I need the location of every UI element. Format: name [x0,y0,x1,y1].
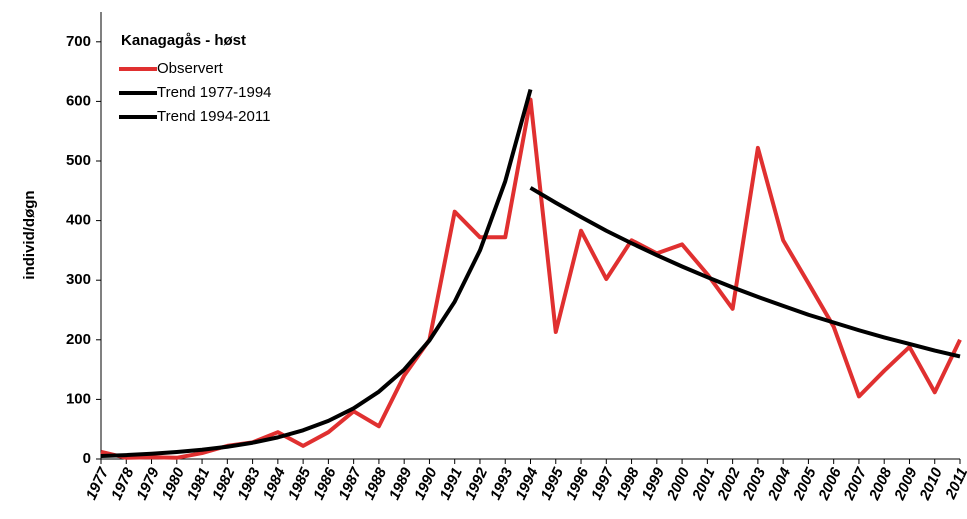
x-tick-label: 1986 [310,465,340,503]
x-tick-label: 2007 [840,465,870,504]
x-tick-label: 1991 [436,465,466,502]
x-tick-label: 2010 [916,465,946,504]
series-line [100,97,962,460]
x-tick-label: 1980 [159,465,189,503]
x-tick-label: 1978 [108,465,138,503]
x-tick-label: 1984 [260,465,290,503]
y-tick-label: 500 [66,152,91,169]
x-tick-label: 1979 [133,465,163,503]
x-tick-label: 1998 [613,465,643,503]
x-tick-label: 2004 [764,465,794,504]
legend-label: Trend 1977-1994 [157,84,272,101]
x-tick-label: 1992 [462,465,492,503]
series-line [529,186,961,359]
y-tick-label: 300 [66,271,91,288]
x-tick-label: 1985 [285,465,315,503]
x-tick-label: 2000 [663,465,693,504]
x-tick-label: 1999 [639,465,669,503]
y-tick-label: 100 [66,390,91,407]
x-tick-label: 1981 [184,465,214,502]
y-tick-label: 0 [83,450,91,467]
x-tick-label: 1983 [234,465,264,503]
x-tick-label: 1987 [335,465,365,503]
x-tick-label: 2002 [714,465,744,504]
x-tick-label: 2001 [689,465,719,503]
x-tick-label: 2003 [739,465,769,504]
legend-label: Observert [157,60,224,77]
x-tick-label: 2009 [891,465,921,504]
x-tick-label: 2011 [942,465,967,502]
x-tick-label: 1994 [512,465,542,503]
y-tick-label: 700 [66,33,91,50]
series-line [100,88,533,459]
x-tick-label: 1989 [386,465,416,503]
x-tick-label: 1988 [361,465,391,503]
x-tick-label: 2006 [815,465,845,504]
x-tick-label: 1996 [563,465,593,503]
x-tick-label: 1993 [487,465,517,503]
x-tick-label: 2008 [865,465,895,504]
y-tick-label: 400 [66,212,91,229]
y-tick-label: 200 [66,331,91,348]
x-tick-label: 1997 [588,465,618,503]
x-tick-label: 1995 [537,465,567,503]
x-tick-label: 1990 [411,465,441,503]
x-tick-label: 1977 [83,465,113,503]
x-tick-label: 1982 [209,465,239,503]
x-tick-label: 2005 [790,465,820,504]
y-tick-label: 600 [66,92,91,109]
y-axis-label: individ/døgn [21,190,38,279]
legend-title: Kanagagås - høst [121,32,246,49]
legend-label: Trend 1994-2011 [157,108,270,125]
